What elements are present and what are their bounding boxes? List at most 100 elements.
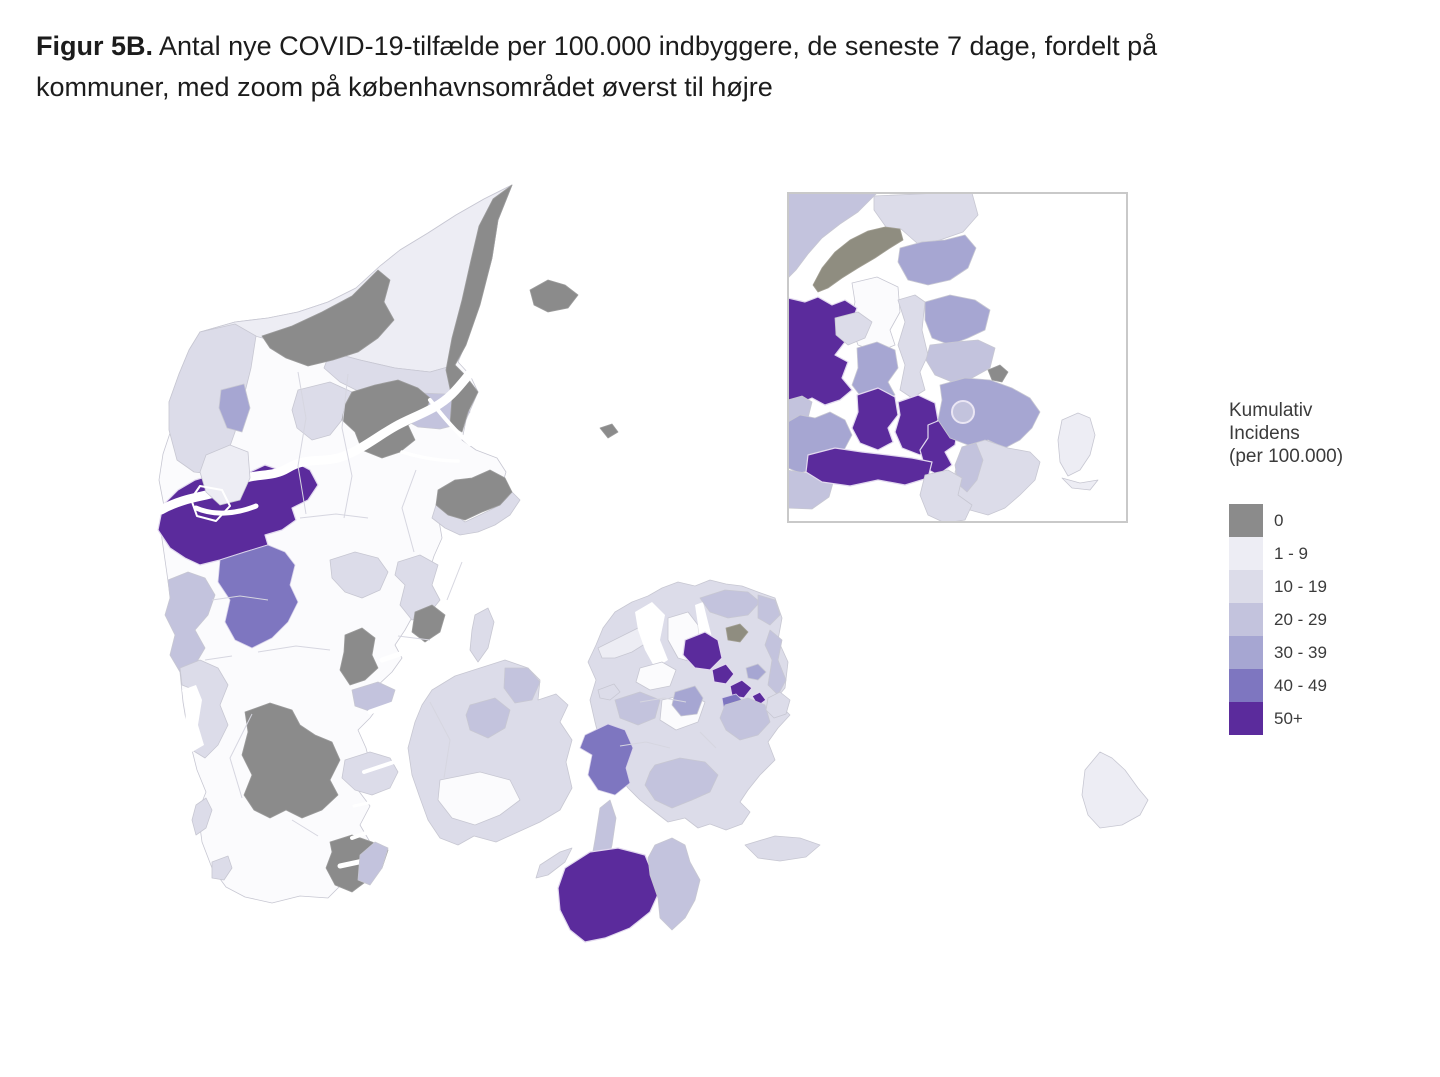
funen-nordost-region [503, 667, 541, 704]
legend-title-line2: Incidens [1229, 423, 1300, 444]
legend-swatch-0 [1229, 504, 1263, 537]
inset-bund-lys-region [919, 469, 973, 521]
inset-hilleroed-gray-region [812, 226, 904, 293]
aabenraa-fjord-water [350, 828, 376, 840]
ringkobing-fjord-region [182, 685, 204, 752]
herning-region [164, 571, 216, 673]
municipal-border-0 [297, 371, 307, 515]
sejero-region [597, 683, 621, 701]
lolland-50plus-region [557, 847, 661, 943]
inset-saltholm-region [1057, 412, 1096, 477]
cph-forstad-4-region [745, 663, 767, 681]
inset-koebenhavn-region [937, 377, 1041, 449]
figure-caption-line1: Figur 5B. Antal nye COVID-19-tilfælde pe… [36, 26, 1428, 67]
municipal-border-9 [619, 741, 671, 749]
rebild-gray-region [341, 379, 431, 459]
legend-title-line3: (per 100.000) [1229, 446, 1344, 467]
figure-caption-line2: kommuner, med zoom på københavnsområdet … [36, 72, 773, 103]
furesoe-gray-region [725, 623, 749, 643]
legend-swatch-1 [1229, 537, 1263, 570]
legend-row-2: 10 - 19 [1229, 570, 1419, 603]
vejen-gray-region [241, 702, 341, 819]
moen-region [744, 835, 821, 862]
anholt-region [599, 423, 619, 439]
legend-title-line1: Kumulativ [1229, 400, 1313, 421]
djursland-syd-region [431, 491, 521, 536]
legend-label-0: 0 [1274, 510, 1284, 530]
inset-kile-lys-region [834, 311, 873, 346]
legend-swatch-5 [1229, 669, 1263, 702]
thy-patch-region [218, 383, 251, 433]
main-map-islands-layer [182, 279, 1149, 943]
silkeborg-region [329, 551, 389, 599]
roskilde-50plus-region [682, 631, 723, 671]
inset-halsnaes-region [789, 194, 877, 278]
inset-fredensborg-region [897, 234, 977, 286]
inset-egedal-50plus-region [851, 387, 899, 451]
funen-odense-region [465, 697, 511, 739]
legend-label-5: 40 - 49 [1274, 675, 1327, 695]
inset-lyngby-region [924, 294, 991, 346]
municipal-border-14 [204, 655, 233, 661]
funen-syd-hvid-region [437, 771, 521, 826]
laeso-region [529, 279, 579, 313]
helsingor-region [757, 594, 781, 626]
skagen-frederikshavn-gray-region [445, 184, 513, 433]
figure-caption: Figur 5B. Antal nye COVID-19-tilfælde pe… [36, 26, 1428, 108]
legend-swatch-6 [1229, 702, 1263, 735]
legend-label-3: 20 - 29 [1274, 609, 1327, 629]
legend-row-6: 50+ [1229, 702, 1419, 735]
kolding-fjord-water [362, 760, 396, 774]
inset-havn-gray-region [987, 364, 1009, 383]
cph-forstad-1-region [711, 663, 735, 685]
municipal-border-10 [699, 731, 717, 749]
jammerbugt-gray-region [261, 269, 395, 367]
municipal-border-8 [639, 697, 687, 703]
municipal-border-4 [229, 713, 253, 799]
inset-frederiksberg-region [951, 400, 975, 424]
municipal-borders-layer [204, 371, 717, 837]
legend-row-0: 0 [1229, 504, 1419, 537]
mariager-fjord-water [400, 450, 460, 463]
vesthimmerland-region [291, 381, 353, 441]
vejle-fjord-water [367, 697, 407, 715]
inset-amager-vest-region [954, 442, 984, 493]
fanoe-region [191, 797, 213, 836]
legend-label-2: 10 - 19 [1274, 576, 1327, 596]
inset-gladsaxe-region [925, 339, 996, 383]
struer-highlight-outline [190, 485, 231, 522]
legend-row-4: 30 - 39 [1229, 636, 1419, 669]
skive-40-49-region [217, 544, 299, 649]
legend-row-3: 20 - 29 [1229, 603, 1419, 636]
skanderborg-gray-region [411, 604, 446, 643]
figure-label: Figur 5B. [36, 31, 154, 61]
municipal-border-13 [211, 595, 269, 601]
municipal-border-3 [257, 645, 331, 653]
odder-gray-region [339, 627, 379, 686]
amager-region [765, 691, 791, 719]
municipal-border-11 [401, 469, 417, 553]
municipal-border-2 [299, 513, 369, 519]
isefjord-region [635, 602, 668, 668]
kalundborg-40-49-region [579, 723, 634, 796]
highlighted-municipality-outline [190, 485, 231, 522]
inset-frame [787, 192, 1128, 523]
municipal-border-12 [446, 561, 463, 601]
municipal-border-5 [291, 819, 319, 837]
romo-region [211, 855, 233, 881]
naestved-region [644, 757, 719, 809]
horsens-fjord-water [379, 647, 415, 663]
legend-swatch-4 [1229, 636, 1263, 669]
municipal-border-6 [429, 701, 451, 779]
nordsjaelland-region [699, 589, 761, 619]
als-region [357, 841, 389, 886]
legend-row-1: 1 - 9 [1229, 537, 1419, 570]
aero-region [535, 847, 573, 879]
municipal-border-1 [341, 373, 353, 519]
ringsted-region [671, 685, 704, 717]
haderslev-fjord-water [352, 798, 384, 808]
koge-region [719, 697, 771, 741]
zealand-hvid-1-region [635, 661, 677, 691]
legend-swatch-2 [1229, 570, 1263, 603]
